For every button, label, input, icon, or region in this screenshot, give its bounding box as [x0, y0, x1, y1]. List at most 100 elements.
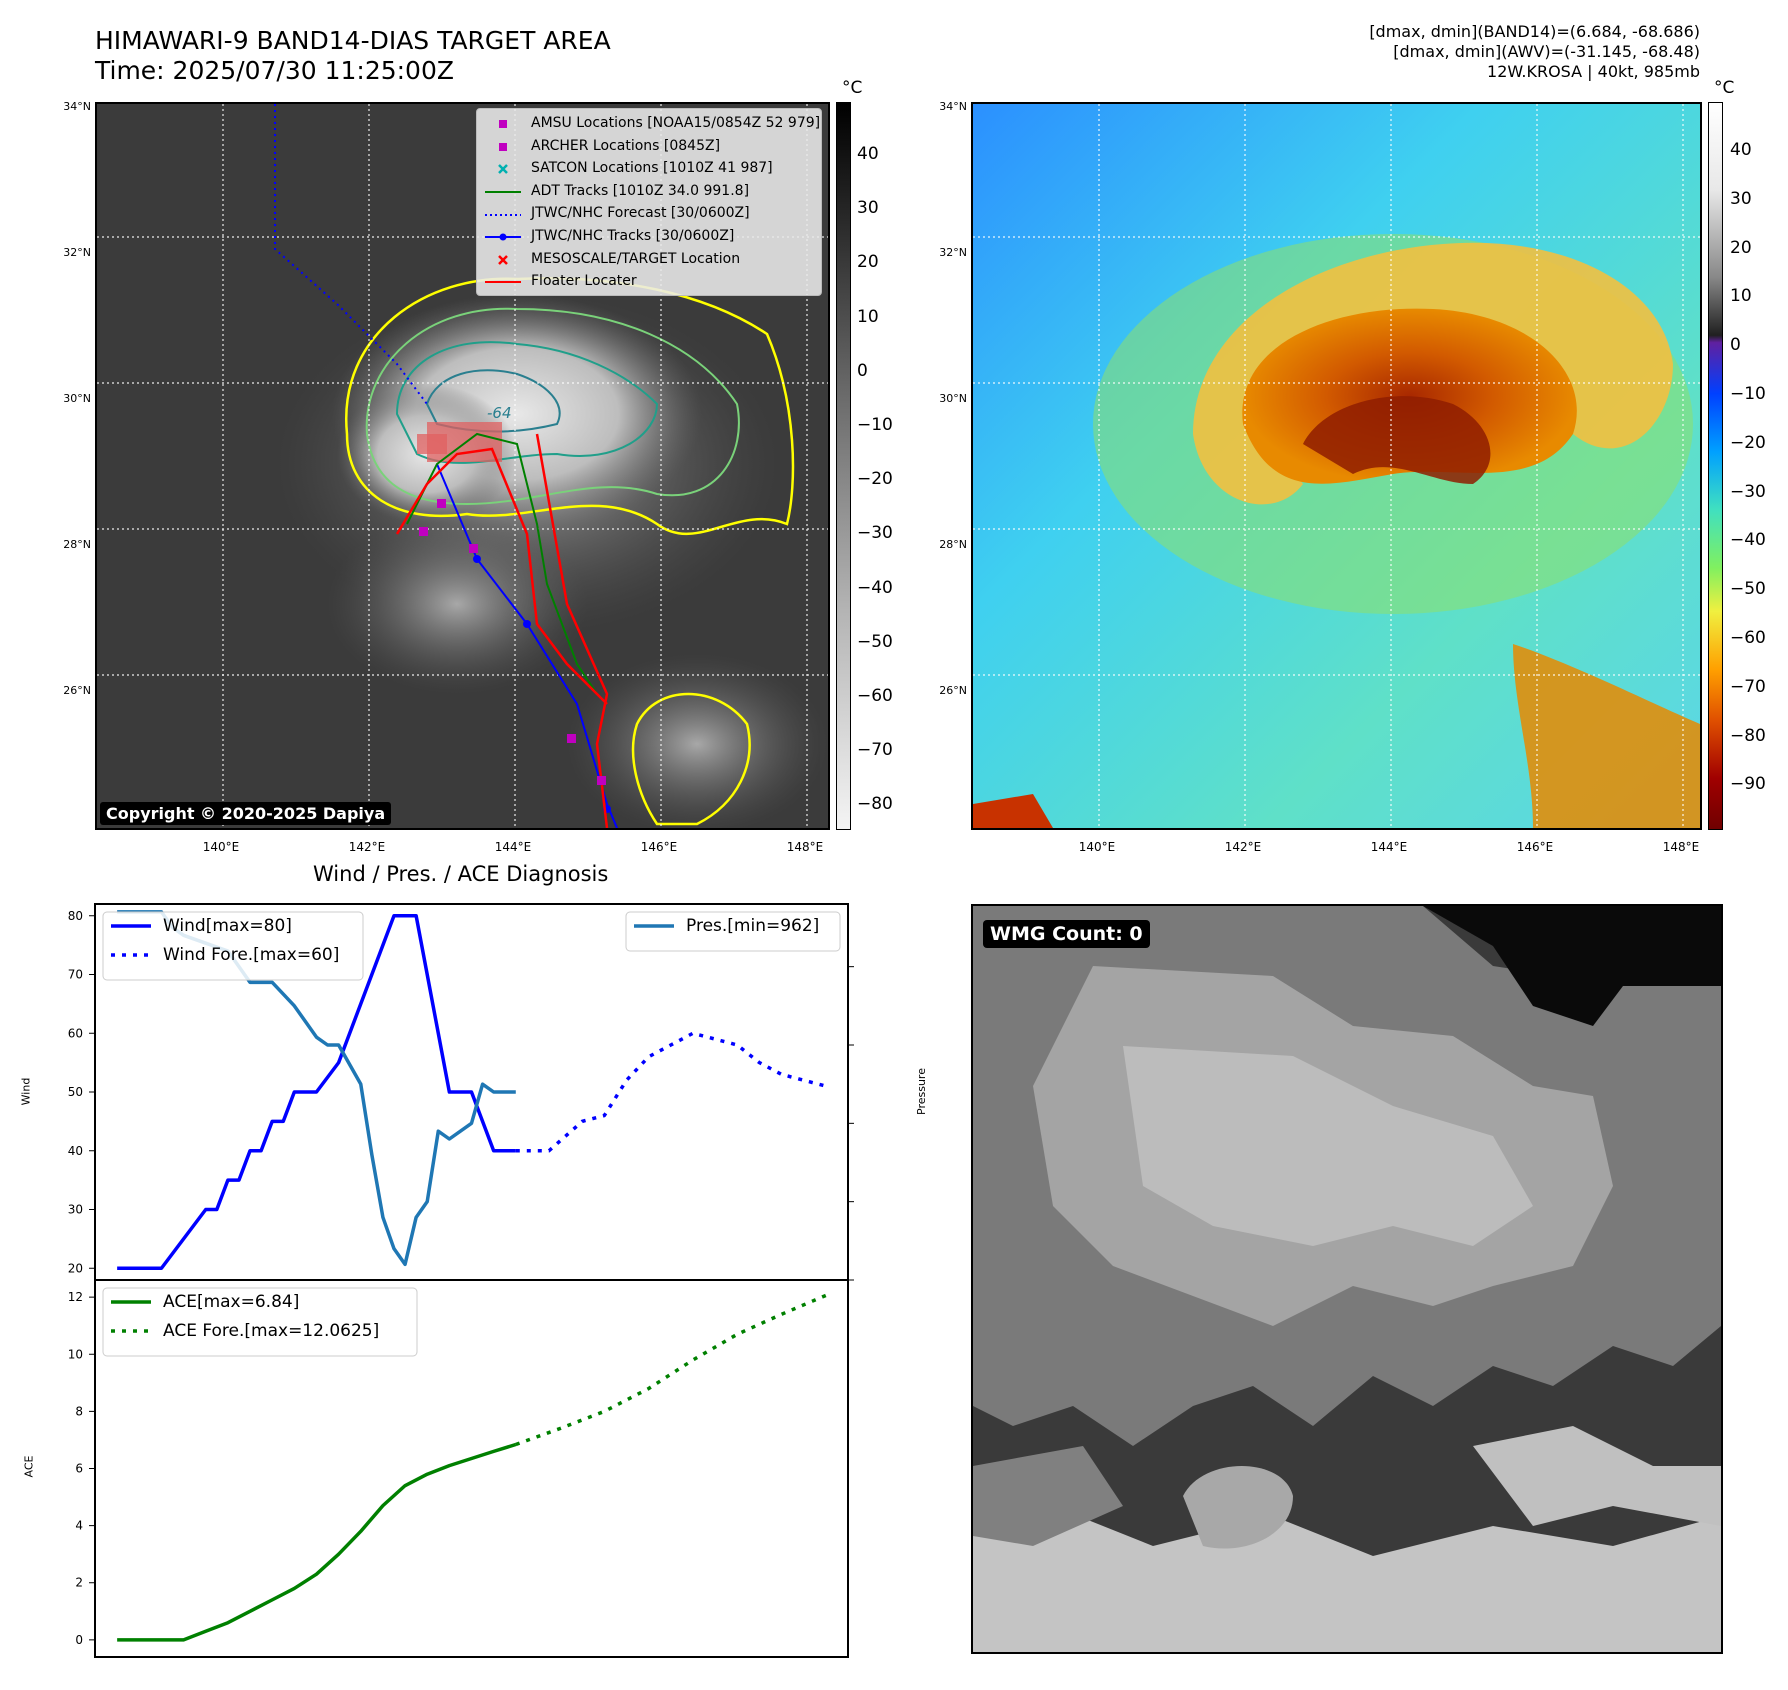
- info-awv: [dmax, dmin](AWV)=(-31.145, -68.48): [1393, 42, 1700, 61]
- wv-map-panel: [971, 102, 1702, 830]
- colorbar-tick-label: 0: [857, 360, 868, 381]
- map-legend-item: AMSU Locations [NOAA15/0854Z 52 979]: [483, 112, 820, 135]
- map-legend-item: SATCON Locations [1010Z 41 987]: [483, 157, 813, 180]
- legend-symbol-x: [483, 252, 523, 266]
- colorbar-tick-label: −40: [857, 577, 893, 598]
- map-legend-label: MESOSCALE/TARGET Location: [531, 250, 741, 267]
- legend-symbol-line: [483, 184, 523, 198]
- colorbar-tick-label: 30: [1730, 188, 1752, 209]
- wind-legend-box: [102, 911, 364, 981]
- wind-legend-label: Wind Fore.[max=60]: [163, 945, 339, 965]
- ace-axis-label: ACE: [22, 1455, 36, 1478]
- latitude-label: 30°N: [939, 392, 967, 405]
- latitude-label: 32°N: [939, 246, 967, 259]
- ace-tick-label: 10: [68, 1347, 83, 1361]
- colorbar-tick-label: −30: [857, 523, 893, 544]
- wmg-panel: WMG Count: 0: [971, 904, 1723, 1654]
- ace-tick-label: 12: [68, 1290, 83, 1304]
- intensity-info: [dmax, dmin](BAND14)=(6.684, -68.686) [d…: [1369, 22, 1700, 82]
- ir-colorbar-unit: °C: [842, 78, 863, 98]
- colorbar-tick-label: −70: [1730, 676, 1766, 697]
- longitude-label: 144°E: [1370, 840, 1408, 854]
- map-legend-label: SATCON Locations [1010Z 41 987]: [531, 160, 773, 177]
- wind-axis-label: Wind: [19, 1077, 33, 1106]
- ir-colorbar: [836, 102, 851, 830]
- legend-symbol-line-dot: [483, 229, 523, 243]
- map-legend-item: JTWC/NHC Tracks [30/0600Z]: [483, 225, 813, 248]
- wind-tick-label: 40: [68, 1144, 83, 1158]
- colorbar-tick-label: −10: [857, 415, 893, 435]
- colorbar-tick-label: 20: [1730, 237, 1752, 258]
- wind-tick-label: 30: [68, 1203, 83, 1217]
- diagnosis-title: Wind / Pres. / ACE Diagnosis: [313, 862, 609, 886]
- wv-map-image: [973, 104, 1700, 828]
- diagnosis-chart: 203040506070809609709809901000024681012W…: [68, 903, 854, 1658]
- colorbar-tick-label: −20: [1730, 432, 1766, 453]
- wind-tick-label: 70: [68, 968, 83, 982]
- wv-colorbar-unit: °C: [1714, 78, 1735, 98]
- map-legend-label: Floater Locater: [531, 273, 637, 290]
- map-legend-label: JTWC/NHC Tracks [30/0600Z]: [531, 227, 735, 244]
- wind-tick-label: 60: [68, 1026, 83, 1040]
- colorbar-tick-label: −60: [1730, 628, 1766, 648]
- colorbar-tick-label: −10: [1730, 384, 1766, 404]
- wind-tick-label: 80: [68, 909, 83, 923]
- legend-symbol-x: [483, 161, 523, 175]
- colorbar-tick-label: −50: [1730, 579, 1766, 600]
- colorbar-tick-label: −90: [1730, 774, 1766, 795]
- pressure-legend-label: Pres.[min=962]: [686, 916, 819, 936]
- legend-symbol-dotted: [483, 207, 523, 221]
- info-storm: 12W.KROSA | 40kt, 985mb: [1487, 62, 1700, 81]
- colorbar-tick-label: −30: [1730, 481, 1766, 502]
- ace-legend-label: ACE Fore.[max=12.0625]: [163, 1321, 379, 1341]
- series-line-wind-fore-: [515, 1031, 827, 1153]
- longitude-label: 148°E: [1662, 840, 1700, 854]
- pressure-axis-label: Pressure: [914, 1068, 928, 1115]
- map-legend-item: ARCHER Locations [0845Z]: [483, 135, 813, 158]
- longitude-label: 140°E: [202, 840, 240, 854]
- latitude-label: 30°N: [63, 392, 91, 405]
- latitude-label: 26°N: [939, 684, 967, 697]
- wmg-image: [973, 906, 1721, 1652]
- longitude-label: 142°E: [1224, 840, 1262, 854]
- wind-legend-label: Wind[max=80]: [163, 916, 292, 936]
- colorbar-tick-label: 10: [1730, 286, 1752, 307]
- title-line-1: HIMAWARI-9 BAND14-DIAS TARGET AREA: [95, 26, 611, 55]
- longitude-label: 148°E: [786, 840, 824, 854]
- wmg-count-badge: WMG Count: 0: [983, 920, 1150, 948]
- latitude-label: 26°N: [63, 684, 91, 697]
- colorbar-tick-label: −70: [857, 740, 893, 761]
- latitude-label: 28°N: [939, 538, 967, 551]
- colorbar-tick-label: −60: [857, 686, 893, 706]
- pressure-legend-box: [625, 911, 841, 952]
- wind-tick-label: 50: [68, 1085, 83, 1099]
- ir-map-panel: -64 AMSU Locat: [95, 102, 830, 830]
- series-line-ace: [117, 1442, 517, 1642]
- longitude-label: 142°E: [348, 840, 386, 854]
- latitude-label: 34°N: [939, 100, 967, 113]
- wv-colorbar: [1708, 102, 1723, 830]
- figure-title: HIMAWARI-9 BAND14-DIAS TARGET AREA Time:…: [95, 26, 611, 86]
- colorbar-tick-label: −80: [1730, 725, 1766, 746]
- ace-tick-label: 6: [75, 1462, 83, 1476]
- latitude-label: 28°N: [63, 538, 91, 551]
- latitude-label: 32°N: [63, 246, 91, 259]
- colorbar-tick-label: 40: [1730, 140, 1752, 160]
- map-legend-label: ADT Tracks [1010Z 34.0 991.8]: [531, 182, 750, 199]
- legend-symbol-line: [483, 274, 523, 288]
- ace-legend-box: [102, 1287, 418, 1357]
- longitude-label: 146°E: [1516, 840, 1554, 854]
- ace-tick-label: 0: [75, 1633, 83, 1647]
- map-legend-label: JTWC/NHC Forecast [30/0600Z]: [531, 205, 750, 222]
- colorbar-tick-label: −40: [1730, 530, 1766, 551]
- longitude-label: 140°E: [1078, 840, 1116, 854]
- colorbar-tick-label: 40: [857, 144, 879, 164]
- copyright-badge: Copyright © 2020-2025 Dapiya: [100, 802, 392, 825]
- wind-tick-label: 20: [68, 1261, 83, 1275]
- ace-tick-label: 4: [75, 1519, 83, 1533]
- latitude-label: 34°N: [63, 100, 91, 113]
- legend-symbol-square: [483, 116, 523, 130]
- map-legend-item: MESOSCALE/TARGET Location: [483, 248, 813, 271]
- colorbar-tick-label: −80: [857, 794, 893, 815]
- map-legend-item: ADT Tracks [1010Z 34.0 991.8]: [483, 180, 813, 203]
